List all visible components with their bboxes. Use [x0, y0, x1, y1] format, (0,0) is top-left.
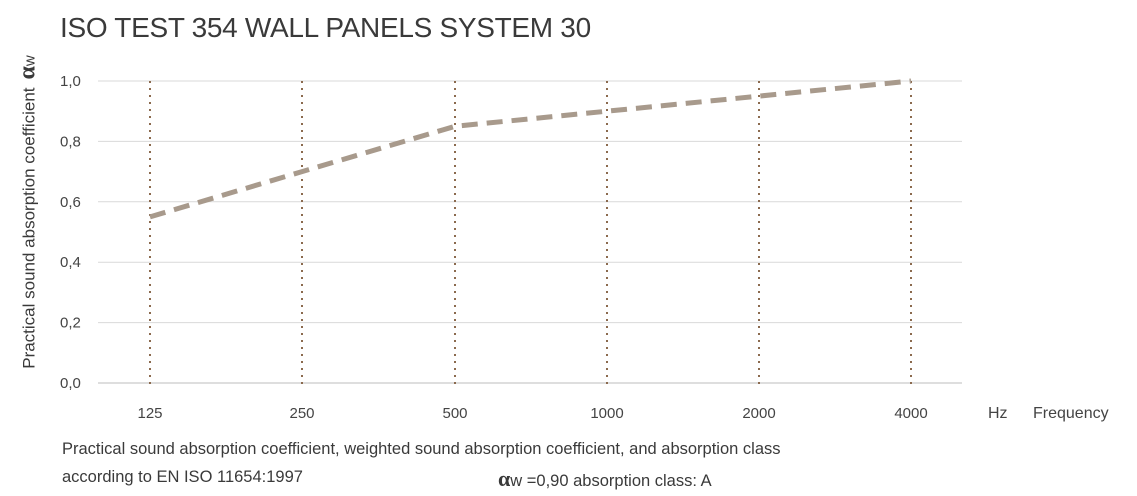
y-tick-label: 1,0: [60, 73, 81, 90]
caption-line-1: Practical sound absorption coefficient, …: [62, 440, 781, 458]
result-value: w =0,90 absorption class: A: [510, 472, 712, 490]
series-layer: [149, 78, 912, 220]
x-axis-label: Frequency: [1033, 405, 1109, 422]
y-tick-label: 0,2: [60, 315, 81, 332]
x-tick-labels: 125 250 500 1000 2000 4000: [137, 405, 927, 422]
x-tick-label: 1000: [590, 405, 623, 422]
x-tick-label: 2000: [742, 405, 775, 422]
x-tick-label: 500: [442, 405, 467, 422]
y-tick-label: 0,6: [60, 194, 81, 211]
series-line: [149, 78, 912, 220]
y-tick-label: 0,4: [60, 254, 81, 271]
x-tick-label: 4000: [894, 405, 927, 422]
y-tick-labels: 0,0 0,2 0,4 0,6 0,8 1,0: [60, 73, 81, 392]
x-tick-label: 125: [137, 405, 162, 422]
result-alpha-symbol: α: [498, 466, 511, 491]
caption-line-2: according to EN ISO 11654:1997: [62, 468, 303, 486]
x-tick-label: 250: [289, 405, 314, 422]
y-tick-label: 0,0: [60, 375, 81, 392]
vertical-gridlines: [149, 81, 912, 385]
x-axis-unit: Hz: [988, 405, 1008, 422]
result-text: αw =0,90 absorption class: A: [498, 466, 712, 492]
chart-title: ISO TEST 354 WALL PANELS SYSTEM 30: [60, 12, 591, 43]
y-tick-label: 0,8: [60, 133, 81, 150]
horizontal-gridlines: [98, 80, 962, 384]
